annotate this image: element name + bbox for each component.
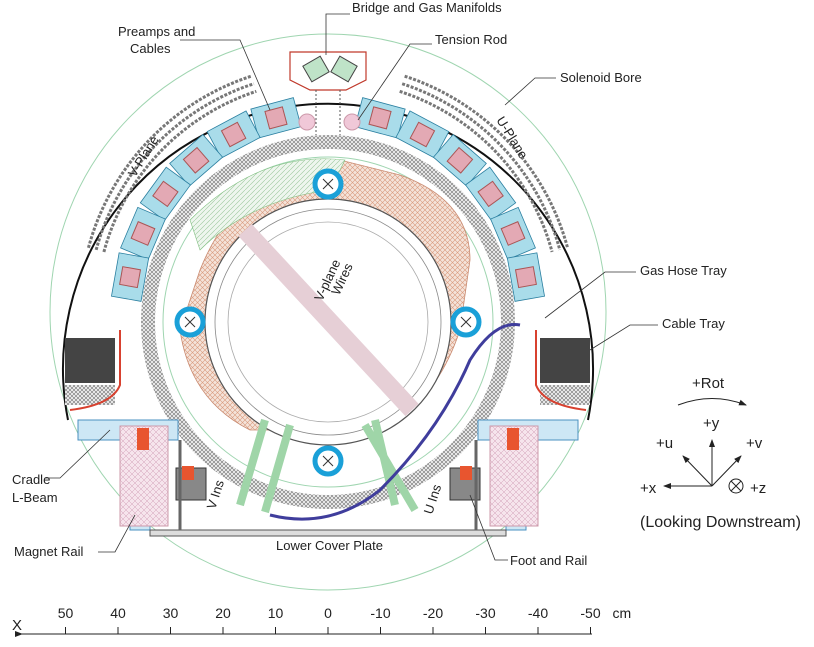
preamp-core [130,221,156,246]
scale-tick-label: -10 [370,605,390,621]
preamp-core [477,180,504,208]
marker-cross [184,316,196,328]
scale-tick-label: 30 [163,605,179,621]
marker-cross [322,178,334,190]
key-label: +u [656,435,673,452]
key-label: +v [746,435,763,452]
scale-tick-label: 0 [324,605,332,621]
detector-drawing [49,33,607,591]
preamp [490,206,536,261]
scale-tick-label: -20 [423,605,443,621]
cable-arc [102,89,257,253]
coordinate-key: +Rot +y +u +v +x +z (Looking Downstream) [640,375,801,531]
scale-tick-label: 10 [268,605,284,621]
preamp [139,166,192,222]
preamp [464,166,517,222]
preamp [506,252,546,302]
preamp-core [152,180,179,208]
key-label: +Rot [692,375,725,392]
preamp-core [220,121,247,148]
preamp [432,133,487,187]
callout: Cables [130,41,171,56]
callout: L-Beam [12,490,58,505]
preamp-core [409,121,436,148]
scale-tick-label: -30 [475,605,495,621]
scale-tick-label: 50 [58,605,74,621]
scale-tick-label: 20 [215,605,231,621]
callout: Bridge and Gas Manifolds [352,0,502,15]
preamp-core [500,221,526,246]
preamp [206,110,261,159]
marker-cross [460,316,472,328]
marker-cross [322,455,334,467]
scale-unit: cm [613,605,632,621]
callout: Preamps and [118,24,195,39]
preamp-core [119,266,142,289]
scale-label: X [12,617,22,634]
cable-arc [404,74,569,249]
callouts: Bridge and Gas Manifolds Tension Rod Pre… [12,0,727,568]
callout: Gas Hose Tray [640,263,727,278]
preamp [395,110,450,159]
callout: Tension Rod [435,32,507,47]
callout: Magnet Rail [14,544,83,559]
preamp-core [446,146,474,174]
callout: Cradle [12,472,50,487]
preamp [250,97,302,139]
inner-label: U Ins [421,482,445,516]
key-label: +x [640,480,657,497]
callout: Lower Cover Plate [276,538,383,553]
callout: Solenoid Bore [560,70,642,85]
preamp [169,133,224,187]
scale-tick-label: -50 [580,605,600,621]
key-label: +z [750,480,766,497]
key-label: (Looking Downstream) [640,514,801,531]
scale-tick-label: 40 [110,605,126,621]
preamp [354,97,406,139]
scale-tick-label: -40 [528,605,548,621]
cable-arc [94,82,255,251]
preamp-core [514,266,537,289]
preamp [120,206,166,261]
cable-arc [399,89,554,253]
preamp-core [182,146,210,174]
callout: Cable Tray [662,316,725,331]
cable-arc [401,82,562,251]
inner-label: V Ins [204,478,228,511]
preamp-core [264,106,288,130]
preamp-core [368,106,392,130]
cable-arc [87,74,252,249]
callout: Foot and Rail [510,553,587,568]
scale: X 50 40 30 20 10 0 -10 -20 -30 -40 -50 cm [12,605,632,637]
preamp [110,252,150,302]
key-label: +y [703,415,720,432]
